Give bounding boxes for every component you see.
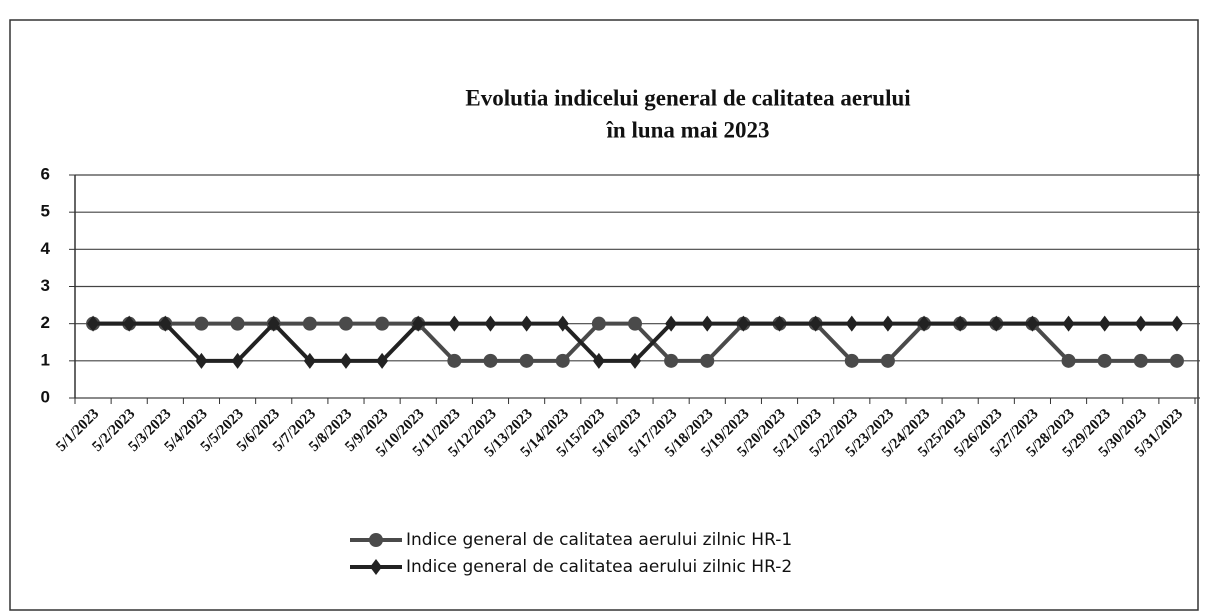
data-point [376,352,389,369]
data-point [484,315,497,332]
data-point [1098,315,1111,332]
legend-marker [369,533,383,547]
data-point [555,353,570,368]
data-point [664,353,679,368]
data-point [845,315,858,332]
data-point [483,353,498,368]
y-tick-label: 0 [41,387,50,406]
data-point [1170,315,1183,332]
legend-marker [370,559,382,575]
data-point [519,353,534,368]
data-point [448,315,461,332]
data-point [990,315,1003,332]
data-point [737,315,750,332]
data-point [1061,353,1076,368]
data-point [1026,315,1039,332]
chart-title: în luna mai 2023 [606,117,770,142]
data-point [123,315,136,332]
data-point [556,315,569,332]
data-point [195,352,208,369]
y-tick-label: 1 [41,350,50,369]
data-point [628,316,642,331]
data-point [844,353,859,368]
data-point [339,352,352,369]
data-point [954,315,967,332]
data-point [303,352,316,369]
data-point [918,315,931,332]
y-tick-label: 4 [41,239,51,258]
data-point [1134,315,1147,332]
y-tick-label: 3 [41,276,50,295]
data-point [700,353,715,368]
data-point [520,315,533,332]
chart-title: Evolutia indicelui general de calitatea … [465,85,911,110]
data-point [267,315,280,332]
data-point [302,316,317,331]
data-point [629,352,641,369]
data-point [701,315,714,332]
data-point [338,316,353,331]
legend-label: Indice general de calitatea aerului ziln… [406,530,792,550]
data-point [1097,353,1112,368]
y-tick-label: 5 [41,202,50,221]
data-point [87,315,100,332]
data-point [412,315,425,332]
data-point [447,353,462,368]
data-point [1169,353,1184,368]
y-tick-label: 6 [41,164,50,183]
legend-label: Indice general de calitatea aerului ziln… [406,557,792,577]
data-point [1133,353,1148,368]
y-tick-label: 2 [41,313,50,332]
data-point [230,316,245,331]
chart-frame [9,19,1199,611]
data-point [194,316,209,331]
data-point [665,315,678,332]
data-point [592,352,605,369]
data-point [159,315,172,332]
data-point [591,316,606,331]
data-point [231,352,244,369]
data-point [773,315,786,332]
data-point [880,353,895,368]
data-point [809,315,822,332]
data-point [375,316,390,331]
data-point [881,315,894,332]
data-point [1062,315,1075,332]
